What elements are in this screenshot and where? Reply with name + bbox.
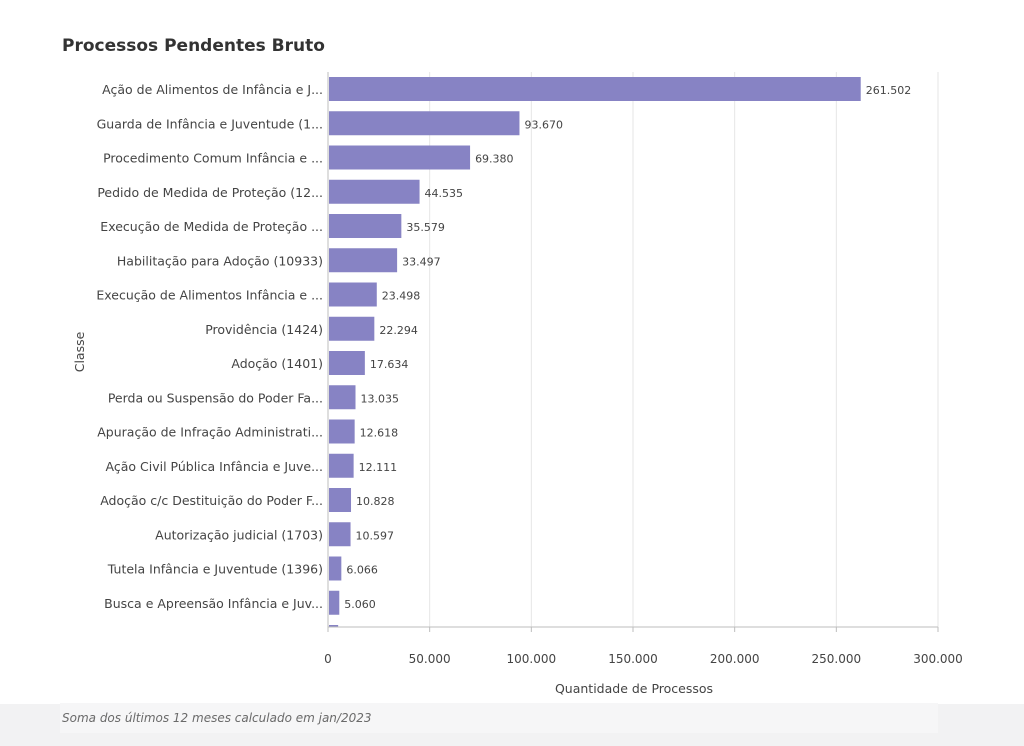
category-label: Tutela Infância e Juventude (1396) [107,562,323,577]
bar[interactable] [329,419,355,444]
labels-layer: 261.502 Ação de Alimentos de Infância e J… [96,82,911,611]
bar[interactable] [329,488,352,512]
bars-layer [329,77,861,627]
bar[interactable] [329,145,471,170]
grid-layer [429,72,939,627]
data-label: 12.111 [359,461,398,474]
x-tick-label: 0 [324,652,332,666]
data-label: 6.066 [346,564,378,577]
y-axis-title: Classe [72,331,87,372]
data-label: 22.294 [379,324,418,337]
data-label: 44.535 [425,187,464,200]
data-label: 35.579 [406,221,445,234]
x-axis-title: Quantidade de Processos [555,681,713,696]
category-label: Apuração de Infração Administrati... [97,425,323,440]
chart-title: Processos Pendentes Bruto [62,36,325,56]
category-label: Ação de Alimentos de Infância e J... [102,82,323,97]
data-label: 10.597 [356,529,395,542]
category-label: Procedimento Comum Infância e ... [103,151,323,166]
category-label: Execução de Medida de Proteção ... [100,219,323,234]
category-label: Adoção (1401) [231,356,323,371]
category-label: Execução de Alimentos Infância e ... [96,288,323,303]
data-label: 261.502 [866,84,912,97]
category-label: Busca e Apreensão Infância e Juv... [104,596,323,611]
footnote: Soma dos últimos 12 meses calculado em j… [62,711,372,725]
bar[interactable] [329,111,520,136]
bar[interactable] [329,590,340,615]
data-label: 5.060 [344,598,376,611]
bar[interactable] [329,556,342,581]
data-label: 13.035 [361,392,400,405]
category-label: Pedido de Medida de Proteção (12... [97,185,323,200]
x-tick-label: 150.000 [608,652,658,666]
bar[interactable] [329,453,354,478]
category-label: Perda ou Suspensão do Poder Fa... [108,390,323,405]
x-tick-label: 50.000 [409,652,451,666]
data-label: 17.634 [370,358,409,371]
footnote-bar [60,703,938,733]
category-label: Habilitação para Adoção (10933) [117,253,323,268]
bar[interactable] [329,248,398,273]
bar[interactable] [329,77,861,101]
bar[interactable] [329,316,375,341]
bar[interactable] [329,282,377,307]
bar[interactable] [329,351,365,375]
axis-layer: 0 50.000 100.000 150.000 200.000 250.000 300.0… [72,72,963,696]
category-label: Adoção c/c Destituição do Poder F... [100,493,323,508]
data-label: 23.498 [382,290,421,303]
bar-chart: 261.502 Ação de Alimentos de Infância e J… [72,72,963,696]
data-label: 12.618 [360,427,399,440]
category-label: Autorização judicial (1703) [155,527,323,542]
category-label: Guarda de Infância e Juventude (1... [97,116,323,131]
data-label: 69.380 [475,153,513,166]
bar[interactable] [329,385,356,410]
x-tick-label: 100.000 [507,652,557,666]
data-label: 93.670 [524,118,563,131]
category-label: Providência (1424) [205,322,323,337]
bar[interactable] [329,214,402,238]
bar[interactable] [329,522,351,547]
bar-partial [329,625,339,627]
x-tick-label: 250.000 [812,652,862,666]
data-label: 10.828 [356,495,395,508]
bar[interactable] [329,179,420,204]
data-label: 33.497 [402,255,441,268]
category-label: Ação Civil Pública Infância e Juve... [106,459,323,474]
x-tick-label: 200.000 [710,652,760,666]
x-tick-label: 300.000 [913,652,963,666]
